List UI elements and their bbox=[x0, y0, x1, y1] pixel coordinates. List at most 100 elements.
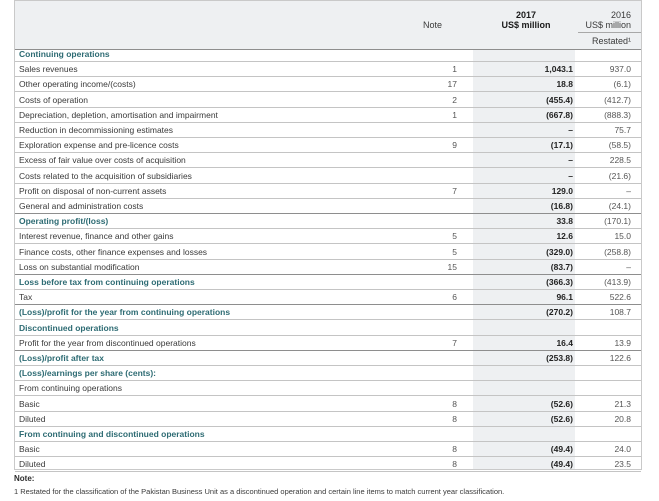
row-label: Profit for the year from discontinued op… bbox=[19, 337, 196, 348]
row-rule bbox=[15, 197, 641, 199]
row-value-2017: (455.4) bbox=[546, 94, 573, 105]
row-value-2016: 20.8 bbox=[614, 413, 631, 424]
table-row: Tax 6 96.1 522.6 bbox=[15, 290, 641, 306]
row-rule bbox=[15, 471, 641, 473]
row-value-2016: 122.6 bbox=[609, 353, 631, 363]
row-value-2016: – bbox=[626, 261, 631, 272]
row-rule bbox=[15, 289, 641, 290]
row-label: Other operating income/(costs) bbox=[19, 79, 136, 90]
row-value-2016: (888.3) bbox=[604, 109, 631, 120]
row-label: Interest revenue, finance and other gain… bbox=[19, 231, 174, 242]
row-value-2016: (412.7) bbox=[604, 94, 631, 105]
row-note: 6 bbox=[452, 292, 457, 303]
row-value-2016: 23.5 bbox=[614, 459, 631, 470]
row-rule bbox=[15, 456, 641, 458]
row-label: (Loss)/profit after tax bbox=[19, 353, 105, 363]
row-rule bbox=[15, 152, 641, 154]
row-rule bbox=[15, 167, 641, 169]
table-row: (Loss)/earnings per share (cents): bbox=[15, 366, 641, 382]
row-value-2016: 15.0 bbox=[614, 231, 631, 242]
table-row: (Loss)/profit for the year from continui… bbox=[15, 305, 641, 321]
row-label: Costs of operation bbox=[19, 94, 88, 105]
row-label: Diluted bbox=[19, 459, 46, 470]
row-rule bbox=[15, 441, 641, 442]
table-row: Discontinued operations bbox=[15, 321, 641, 336]
row-rule bbox=[15, 258, 641, 260]
row-label: Diluted bbox=[19, 413, 46, 424]
row-label: Tax bbox=[19, 292, 33, 303]
header-unit-2016: US$ million bbox=[585, 20, 631, 30]
row-label: Discontinued operations bbox=[19, 322, 119, 333]
row-note: 17 bbox=[447, 79, 457, 90]
table-row: Depreciation, depletion, amortisation an… bbox=[15, 108, 641, 123]
header-year-2016: 2016 bbox=[610, 10, 631, 20]
table-row: Costs related to the acquisition of subs… bbox=[15, 169, 641, 184]
row-value-2017: (253.8) bbox=[546, 353, 573, 363]
row-value-2017: (270.2) bbox=[546, 307, 573, 318]
table-row: Exploration expense and pre-licence cost… bbox=[15, 138, 641, 154]
footnote-title: Note: bbox=[14, 474, 35, 483]
row-value-2017: 12.6 bbox=[556, 231, 573, 242]
row-note: 1 bbox=[452, 109, 457, 120]
row-rule bbox=[15, 91, 641, 93]
row-note: 7 bbox=[452, 337, 457, 348]
table-row: Profit on disposal of non-current assets… bbox=[15, 184, 641, 199]
row-label: Finance costs, other finance expenses an… bbox=[19, 246, 208, 257]
header-bottom-rule bbox=[15, 49, 641, 50]
row-note: 15 bbox=[447, 261, 457, 272]
row-rule bbox=[15, 121, 641, 123]
row-label: Excess of fair value over costs of acqui… bbox=[19, 155, 186, 166]
row-value-2016: 937.0 bbox=[609, 64, 631, 75]
row-note: 2 bbox=[452, 94, 457, 105]
row-value-2016: 13.9 bbox=[614, 337, 631, 348]
table-row: Continuing operations bbox=[15, 47, 641, 62]
table-row: Excess of fair value over costs of acqui… bbox=[15, 153, 641, 169]
row-note: 8 bbox=[452, 444, 457, 455]
row-label: Basic bbox=[19, 444, 40, 455]
table-row: From continuing and discontinued operati… bbox=[15, 427, 641, 442]
table-row: Sales revenues 1 1,043.1 937.0 bbox=[15, 62, 641, 78]
row-value-2017: (17.1) bbox=[550, 140, 573, 151]
row-value-2016: (170.1) bbox=[604, 216, 631, 227]
row-label: Basic bbox=[19, 398, 40, 409]
row-value-2016: (24.1) bbox=[608, 201, 631, 211]
row-label: General and administration costs bbox=[19, 201, 144, 211]
row-rule bbox=[15, 425, 641, 427]
table-row: Basic 8 (49.4) 24.0 bbox=[15, 442, 641, 458]
row-value-2017: (329.0) bbox=[546, 246, 573, 257]
row-value-2016: (58.5) bbox=[608, 140, 631, 151]
row-value-2016: (6.1) bbox=[613, 79, 631, 90]
row-value-2017: 129.0 bbox=[551, 185, 573, 196]
header-unit-2017: US$ million bbox=[501, 20, 551, 30]
row-value-2017: 33.8 bbox=[556, 216, 573, 227]
row-rule bbox=[15, 395, 641, 397]
row-value-2017: (52.6) bbox=[550, 398, 573, 409]
table-row: Basic 8 (52.6) 21.3 bbox=[15, 397, 641, 412]
row-rule bbox=[15, 76, 641, 78]
table-row: (Loss)/profit after tax (253.8) 122.6 bbox=[15, 351, 641, 366]
row-label: Exploration expense and pre-licence cost… bbox=[19, 140, 179, 151]
table-row: Loss on substantial modification 15 (83.7)… bbox=[15, 260, 641, 275]
table-row: General and administration costs (16.8) (2… bbox=[15, 199, 641, 214]
row-value-2016: (21.6) bbox=[608, 170, 631, 181]
header-restated: Restated¹ bbox=[591, 36, 631, 46]
row-value-2017: (667.8) bbox=[546, 109, 573, 120]
row-rule bbox=[15, 349, 641, 351]
row-label: Depreciation, depletion, amortisation an… bbox=[19, 109, 218, 120]
table-row: Operating profit/(loss) 33.8 (170.1) bbox=[15, 214, 641, 230]
row-rule bbox=[15, 319, 641, 321]
row-label: Sales revenues bbox=[19, 64, 78, 75]
row-note: 5 bbox=[452, 231, 457, 242]
row-label: From continuing operations bbox=[19, 383, 123, 394]
row-rule bbox=[15, 380, 641, 382]
table-row: Loss before tax from continuing operatio… bbox=[15, 275, 641, 290]
row-value-2016: 21.3 bbox=[614, 398, 631, 409]
row-value-2017: 1,043.1 bbox=[544, 64, 573, 75]
row-value-2017: – bbox=[568, 170, 573, 181]
row-value-2016: 24.0 bbox=[614, 444, 631, 455]
row-rule bbox=[15, 334, 641, 336]
row-label: (Loss)/profit for the year from continui… bbox=[19, 307, 231, 318]
table-row: Diluted 8 (52.6) 20.8 bbox=[15, 412, 641, 427]
row-value-2017: – bbox=[568, 155, 573, 166]
row-rule bbox=[15, 243, 641, 245]
